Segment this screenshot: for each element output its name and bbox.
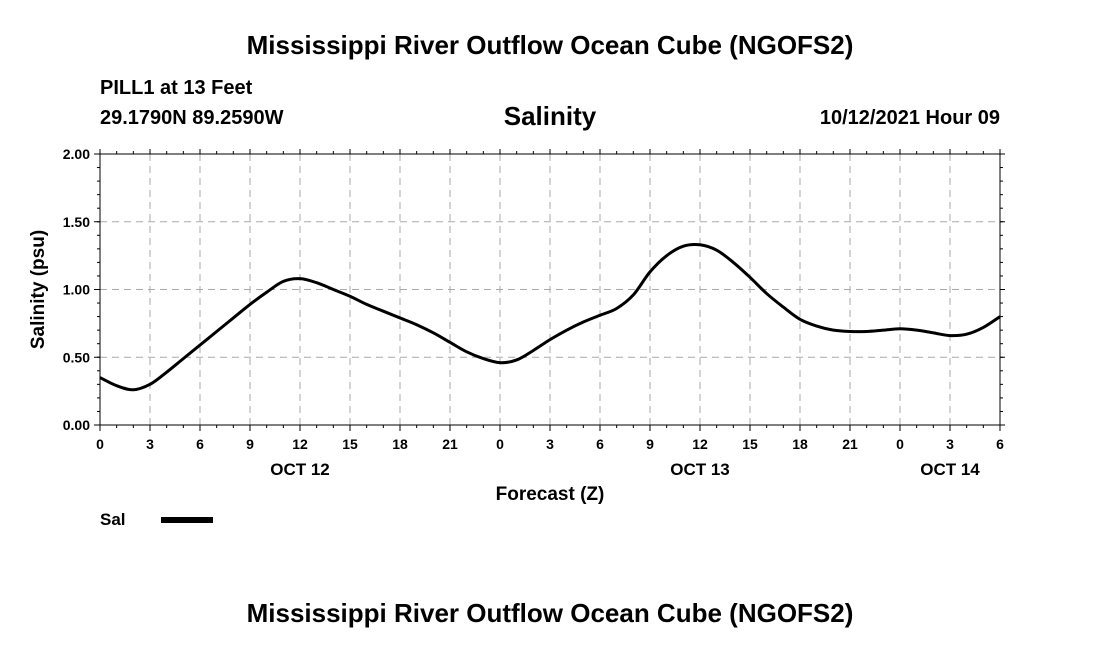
chart-footer-title: Mississippi River Outflow Ocean Cube (NG… bbox=[246, 598, 854, 628]
y-tick-label: 1.50 bbox=[63, 214, 90, 230]
station-coordinates: 29.1790N 89.2590W bbox=[100, 107, 284, 129]
x-tick-label: 12 bbox=[292, 436, 308, 452]
x-tick-label: 9 bbox=[246, 436, 254, 452]
x-tick-label: 6 bbox=[596, 436, 604, 452]
x-tick-label: 0 bbox=[896, 436, 904, 452]
x-tick-label: 12 bbox=[692, 436, 708, 452]
x-axis-label: Forecast (Z) bbox=[496, 484, 605, 505]
x-tick-label: 21 bbox=[442, 436, 458, 452]
date-label: OCT 14 bbox=[920, 460, 980, 479]
date-label: OCT 12 bbox=[270, 460, 330, 479]
x-tick-label: 9 bbox=[646, 436, 654, 452]
x-tick-label: 0 bbox=[96, 436, 104, 452]
legend-label: Sal bbox=[100, 510, 126, 529]
x-tick-label: 6 bbox=[996, 436, 1004, 452]
date-label: OCT 13 bbox=[670, 460, 730, 479]
legend-swatch bbox=[161, 517, 213, 523]
y-axis-label: Salinity (psu) bbox=[28, 230, 49, 349]
forecast-timestamp: 10/12/2021 Hour 09 bbox=[819, 107, 1000, 129]
x-tick-label: 0 bbox=[496, 436, 504, 452]
x-tick-label: 3 bbox=[946, 436, 954, 452]
series-line-sal bbox=[99, 242, 1001, 392]
x-tick-label: 21 bbox=[842, 436, 858, 452]
y-tick-label: 0.00 bbox=[63, 417, 90, 433]
x-tick-label: 18 bbox=[392, 436, 408, 452]
x-tick-label: 3 bbox=[146, 436, 154, 452]
variable-title: Salinity bbox=[503, 101, 597, 131]
x-tick-label: 18 bbox=[792, 436, 808, 452]
x-tick-label: 15 bbox=[742, 436, 758, 452]
x-tick-label: 6 bbox=[196, 436, 204, 452]
x-tick-label: 15 bbox=[342, 436, 358, 452]
y-tick-label: 2.00 bbox=[63, 146, 90, 162]
x-tick-label: 3 bbox=[546, 436, 554, 452]
chart-main-title: Mississippi River Outflow Ocean Cube (NG… bbox=[246, 30, 854, 60]
y-tick-label: 1.00 bbox=[63, 282, 90, 298]
y-tick-label: 0.50 bbox=[63, 349, 90, 365]
station-label: PILL1 at 13 Feet bbox=[100, 77, 253, 99]
